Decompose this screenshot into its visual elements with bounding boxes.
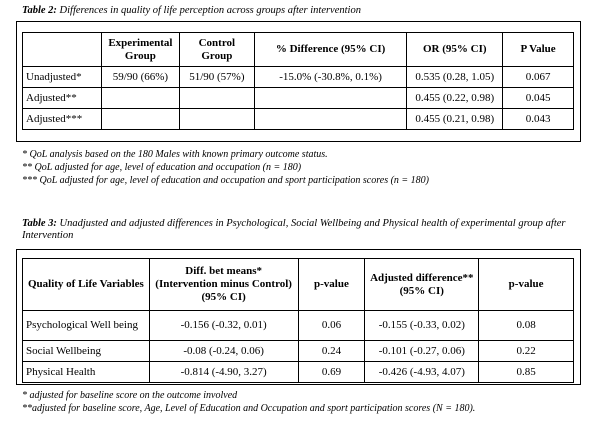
table3-header-cell: Quality of Life Variables	[22, 258, 150, 311]
table3-frame	[16, 249, 581, 385]
table2-header-cell	[22, 32, 102, 67]
table2-cell: 0.045	[502, 87, 574, 109]
table2-header-row: Experimental Group Control Group % Diffe…	[22, 32, 574, 67]
table3-cell: Social Wellbeing	[22, 340, 150, 362]
table2-cell: 0.455 (0.21, 0.98)	[406, 108, 504, 130]
table3: Quality of Life Variables Diff. bet mean…	[22, 258, 574, 383]
table3-caption: Table 3: Unadjusted and adjusted differe…	[22, 218, 566, 241]
table-row: Unadjusted* 59/90 (66%) 51/90 (57%) -15.…	[22, 66, 574, 88]
table3-cell: -0.08 (-0.24, 0.06)	[148, 340, 299, 362]
table2-header-cell: % Difference (95% CI)	[253, 32, 408, 67]
table2-cell: Adjusted**	[22, 87, 102, 109]
table2-cell: 0.455 (0.22, 0.98)	[406, 87, 504, 109]
table3-note: * adjusted for baseline score on the out…	[22, 390, 238, 401]
table3-cell: 0.08	[478, 310, 574, 341]
table3-header-row: Quality of Life Variables Diff. bet mean…	[22, 258, 574, 311]
table2-cell: -15.0% (-30.8%, 0.1%)	[253, 66, 408, 88]
table2-header-cell: P Value	[502, 32, 574, 67]
table3-cell: -0.426 (-4.93, 4.07)	[364, 361, 480, 383]
table3-cell: 0.69	[297, 361, 366, 383]
table3-cell: Psychological Well being	[22, 310, 150, 341]
table2-caption: Table 2: Differences in quality of life …	[22, 5, 361, 16]
table2-cell: 0.067	[502, 66, 574, 88]
table-row: Psychological Well being -0.156 (-0.32, …	[22, 310, 574, 341]
table3-cell: 0.22	[478, 340, 574, 362]
table3-cell: 0.24	[297, 340, 366, 362]
table3-cell: -0.155 (-0.33, 0.02)	[364, 310, 480, 341]
table2-cell: Adjusted***	[22, 108, 102, 130]
table2: Experimental Group Control Group % Diffe…	[22, 32, 574, 130]
table2-header-cell: OR (95% CI)	[406, 32, 504, 67]
table3-header-cell: p-value	[297, 258, 366, 311]
table3-header-cell: Adjusted difference** (95% CI)	[364, 258, 480, 311]
table2-cell	[178, 108, 255, 130]
table2-cell: 0.535 (0.28, 1.05)	[406, 66, 504, 88]
table2-note: * QoL analysis based on the 180 Males wi…	[22, 149, 328, 160]
table2-cell: Unadjusted*	[22, 66, 102, 88]
table3-cell: Physical Health	[22, 361, 150, 383]
table-row: Adjusted** 0.455 (0.22, 0.98) 0.045	[22, 87, 574, 109]
table2-cell: 51/90 (57%)	[178, 66, 255, 88]
table2-frame	[16, 21, 581, 142]
table2-note: ** QoL adjusted for age, level of educat…	[22, 162, 302, 173]
table3-header-cell: Diff. bet means* (Intervention minus Con…	[148, 258, 299, 311]
table2-cell	[253, 108, 408, 130]
table2-cell: 0.043	[502, 108, 574, 130]
table2-header-cell: Experimental Group	[100, 32, 180, 67]
table2-cell: 59/90 (66%)	[100, 66, 180, 88]
table3-cell: 0.06	[297, 310, 366, 341]
table-row: Physical Health -0.814 (-4.90, 3.27) 0.6…	[22, 361, 574, 383]
table3-cell: -0.814 (-4.90, 3.27)	[148, 361, 299, 383]
table2-note: *** QoL adjusted for age, level of educa…	[22, 175, 429, 186]
table-row: Adjusted*** 0.455 (0.21, 0.98) 0.043	[22, 108, 574, 130]
table3-note: **adjusted for baseline score, Age, Leve…	[22, 403, 476, 414]
table3-header-cell: p-value	[478, 258, 574, 311]
table2-cell	[100, 87, 180, 109]
table3-cell: -0.156 (-0.32, 0.01)	[148, 310, 299, 341]
table2-header-cell: Control Group	[178, 32, 255, 67]
table2-cell	[253, 87, 408, 109]
table2-cell	[100, 108, 180, 130]
table2-cell	[178, 87, 255, 109]
table3-cell: 0.85	[478, 361, 574, 383]
table-row: Social Wellbeing -0.08 (-0.24, 0.06) 0.2…	[22, 340, 574, 362]
table3-cell: -0.101 (-0.27, 0.06)	[364, 340, 480, 362]
